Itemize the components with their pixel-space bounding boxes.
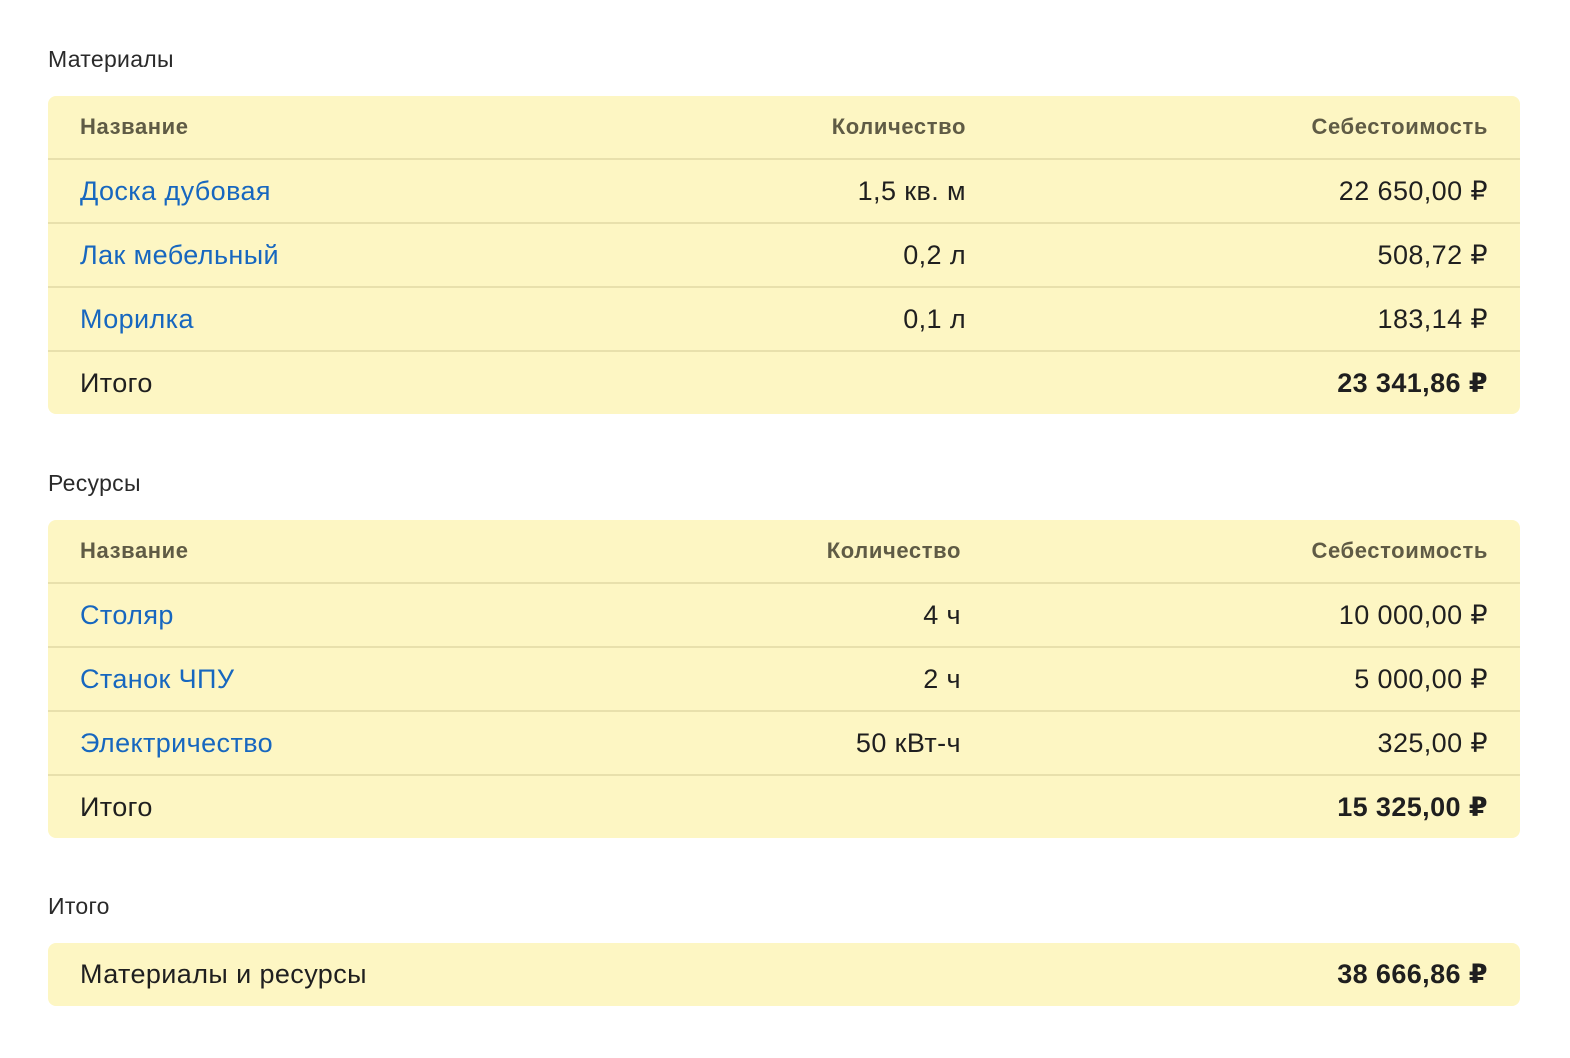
item-link[interactable]: Лак мебельный <box>80 239 280 270</box>
item-qty: 4 ч <box>923 599 961 630</box>
item-qty: 0,1 л <box>903 303 966 334</box>
materials-title: Материалы <box>48 46 174 72</box>
header-name: Название <box>80 114 189 139</box>
resources-table: Название Количество Себестоимость Столяр… <box>48 520 1520 838</box>
summary-label: Материалы и ресурсы <box>80 959 367 989</box>
header-name: Название <box>80 538 189 563</box>
item-cost: 508,72 ₽ <box>1377 239 1488 270</box>
item-qty: 1,5 кв. м <box>857 175 966 206</box>
total-label: Итого <box>80 791 153 822</box>
table-header: Название Количество Себестоимость <box>48 520 1520 582</box>
header-qty: Количество <box>831 114 966 139</box>
total-label: Итого <box>80 367 153 398</box>
item-link[interactable]: Электричество <box>80 727 274 758</box>
resources-title: Ресурсы <box>48 470 141 496</box>
summary-table: Материалы и ресурсы 38 666,86 ₽ <box>48 943 1520 1006</box>
item-qty: 50 кВт-ч <box>855 727 961 758</box>
item-cost: 325,00 ₽ <box>1377 727 1488 758</box>
header-qty: Количество <box>826 538 961 563</box>
total-value: 23 341,86 ₽ <box>1337 367 1488 398</box>
header-cost: Себестоимость <box>1311 538 1488 563</box>
table-header: Название Количество Себестоимость <box>48 96 1520 158</box>
item-link[interactable]: Морилка <box>80 303 194 334</box>
total-row: Итого 15 325,00 ₽ <box>48 774 1520 838</box>
total-value: 15 325,00 ₽ <box>1337 791 1488 822</box>
table-row: Морилка 0,1 л 183,14 ₽ <box>48 286 1520 350</box>
item-cost: 183,14 ₽ <box>1377 303 1488 334</box>
table-row: Столяр 4 ч 10 000,00 ₽ <box>48 582 1520 646</box>
summary-title: Итого <box>48 893 110 919</box>
total-row: Итого 23 341,86 ₽ <box>48 350 1520 414</box>
item-qty: 2 ч <box>923 663 961 694</box>
summary-total: 38 666,86 ₽ <box>1337 959 1488 989</box>
item-cost: 10 000,00 ₽ <box>1338 599 1488 630</box>
item-cost: 22 650,00 ₽ <box>1338 175 1488 206</box>
table-row: Электричество 50 кВт-ч 325,00 ₽ <box>48 710 1520 774</box>
summary-row: Материалы и ресурсы 38 666,86 ₽ <box>48 943 1520 1006</box>
item-link[interactable]: Столяр <box>80 599 174 630</box>
header-cost: Себестоимость <box>1311 114 1488 139</box>
materials-table: Название Количество Себестоимость Доска … <box>48 96 1520 414</box>
table-row: Станок ЧПУ 2 ч 5 000,00 ₽ <box>48 646 1520 710</box>
table-row: Лак мебельный 0,2 л 508,72 ₽ <box>48 222 1520 286</box>
table-row: Доска дубовая 1,5 кв. м 22 650,00 ₽ <box>48 158 1520 222</box>
item-cost: 5 000,00 ₽ <box>1354 663 1488 694</box>
item-link[interactable]: Станок ЧПУ <box>80 663 235 694</box>
item-link[interactable]: Доска дубовая <box>80 175 271 206</box>
item-qty: 0,2 л <box>903 239 966 270</box>
